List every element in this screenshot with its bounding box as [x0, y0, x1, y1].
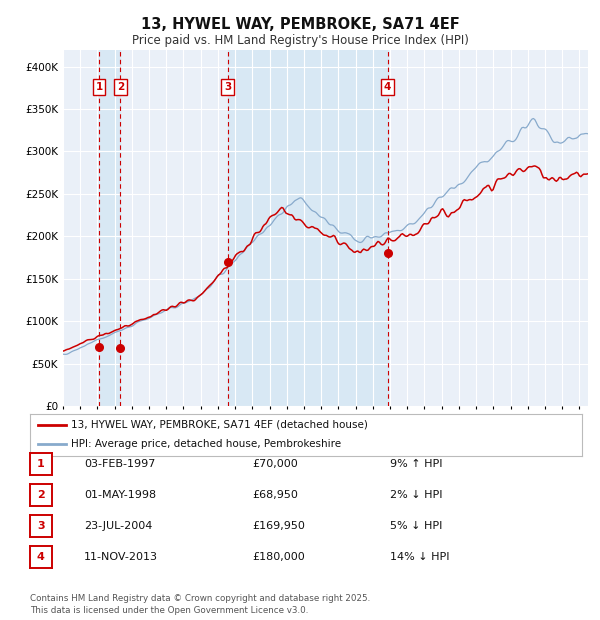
- Text: 03-FEB-1997: 03-FEB-1997: [84, 459, 155, 469]
- Text: 01-MAY-1998: 01-MAY-1998: [84, 490, 156, 500]
- Text: 5% ↓ HPI: 5% ↓ HPI: [390, 521, 442, 531]
- Text: Price paid vs. HM Land Registry's House Price Index (HPI): Price paid vs. HM Land Registry's House …: [131, 34, 469, 47]
- Text: £169,950: £169,950: [252, 521, 305, 531]
- Text: 1: 1: [95, 82, 103, 92]
- Bar: [99, 50, 121, 406]
- Text: 2% ↓ HPI: 2% ↓ HPI: [390, 490, 443, 500]
- Text: Contains HM Land Registry data © Crown copyright and database right 2025.
This d: Contains HM Land Registry data © Crown c…: [30, 594, 370, 615]
- Text: 1: 1: [37, 459, 44, 469]
- Text: 3: 3: [37, 521, 44, 531]
- Text: 4: 4: [37, 552, 45, 562]
- Text: 11-NOV-2013: 11-NOV-2013: [84, 552, 158, 562]
- Text: 23-JUL-2004: 23-JUL-2004: [84, 521, 152, 531]
- Text: £70,000: £70,000: [252, 459, 298, 469]
- Text: HPI: Average price, detached house, Pembrokeshire: HPI: Average price, detached house, Pemb…: [71, 440, 341, 450]
- Text: 14% ↓ HPI: 14% ↓ HPI: [390, 552, 449, 562]
- Bar: [227, 50, 388, 406]
- Text: 9% ↑ HPI: 9% ↑ HPI: [390, 459, 443, 469]
- Text: 2: 2: [37, 490, 44, 500]
- Text: 13, HYWEL WAY, PEMBROKE, SA71 4EF (detached house): 13, HYWEL WAY, PEMBROKE, SA71 4EF (detac…: [71, 420, 368, 430]
- Text: 13, HYWEL WAY, PEMBROKE, SA71 4EF: 13, HYWEL WAY, PEMBROKE, SA71 4EF: [140, 17, 460, 32]
- Text: 2: 2: [116, 82, 124, 92]
- Text: 4: 4: [384, 82, 391, 92]
- Text: 3: 3: [224, 82, 231, 92]
- Text: £68,950: £68,950: [252, 490, 298, 500]
- Text: £180,000: £180,000: [252, 552, 305, 562]
